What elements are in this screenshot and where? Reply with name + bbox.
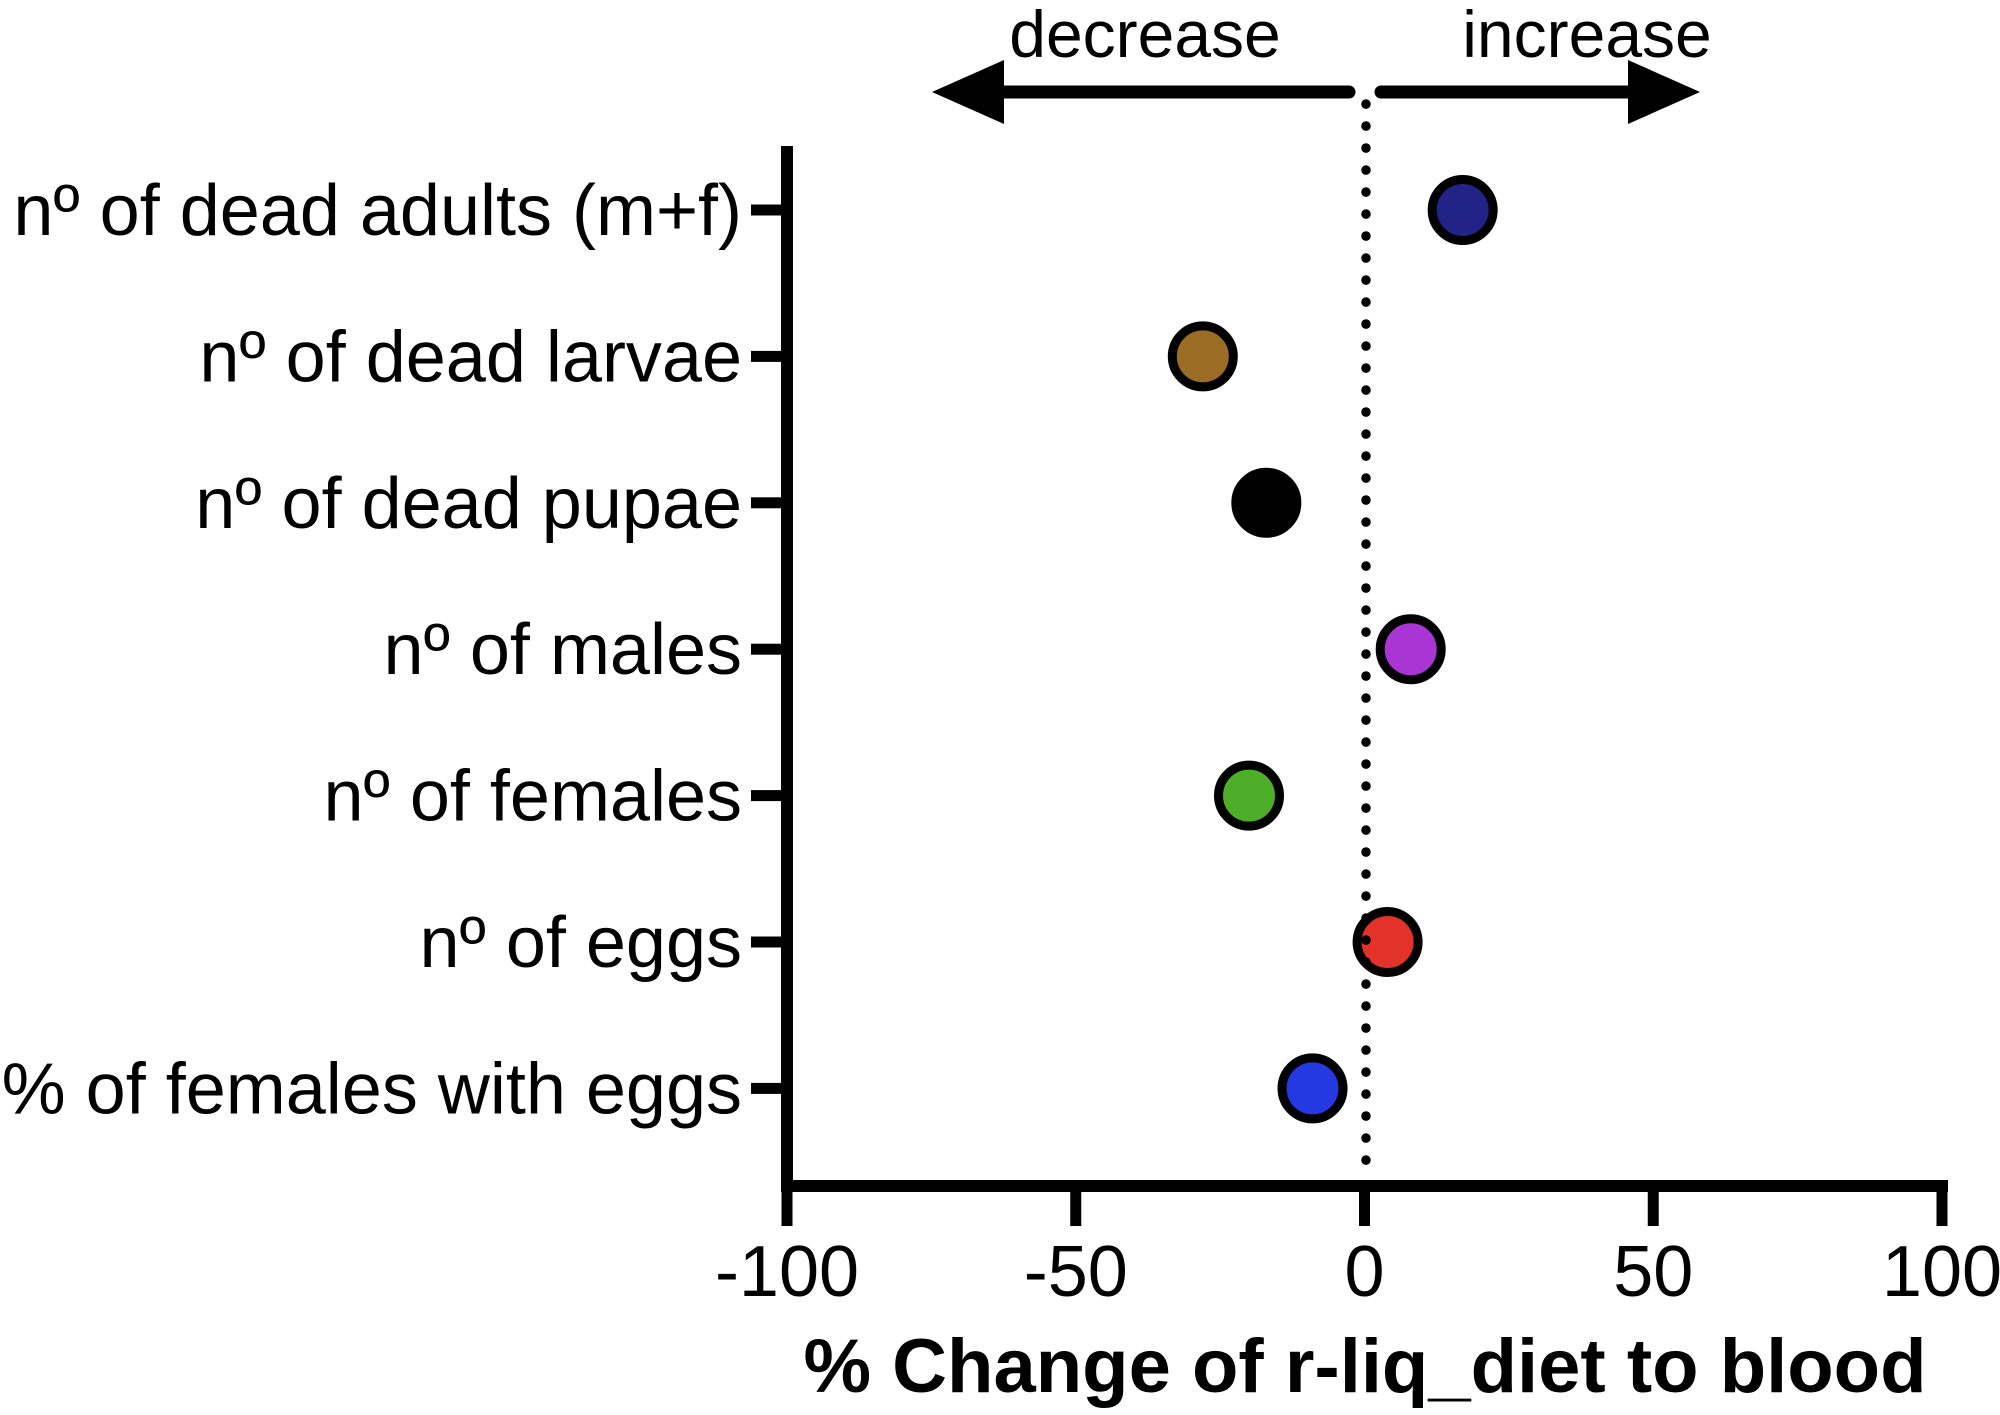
x-tick-label: 100 xyxy=(1882,1232,2000,1312)
data-point xyxy=(1375,614,1446,685)
data-point xyxy=(1214,760,1284,831)
x-tick-mark xyxy=(1936,1192,1948,1226)
y-tick-mark xyxy=(751,350,781,362)
category-label: nº of dead pupae xyxy=(195,464,742,544)
y-tick-mark xyxy=(751,790,781,802)
y-tick-mark xyxy=(751,497,781,509)
y-tick-mark xyxy=(751,643,781,655)
y-tick-mark xyxy=(751,204,781,216)
x-tick-label: 50 xyxy=(1613,1232,1693,1312)
y-tick-mark xyxy=(751,936,781,948)
data-point xyxy=(1277,1053,1348,1124)
decrease-label: decrease xyxy=(1009,0,1281,71)
category-label: nº of dead adults (m+f) xyxy=(13,171,742,251)
x-tick-mark xyxy=(1070,1192,1082,1226)
x-tick-label: -50 xyxy=(1024,1232,1128,1312)
x-axis-line xyxy=(781,1180,1948,1192)
data-point xyxy=(1167,321,1238,392)
category-rows: nº of dead adults (m+f) nº of dead larvae… xyxy=(2,171,1498,1129)
category-label: nº of eggs xyxy=(419,903,742,983)
axes xyxy=(781,146,1948,1192)
y-axis-spine xyxy=(781,146,793,1192)
category-label: nº of males xyxy=(384,610,742,690)
x-tick-mark xyxy=(781,1192,793,1226)
x-tick-label: -100 xyxy=(715,1232,859,1312)
y-tick-mark xyxy=(751,1082,781,1094)
data-point xyxy=(1427,175,1498,245)
x-axis-title: % Change of r-liq_diet to blood xyxy=(803,1324,1926,1409)
category-label: nº of females xyxy=(324,757,743,837)
direction-arrows: decrease increase xyxy=(932,0,1712,124)
x-axis-ticks: -100 -50 0 50 100 xyxy=(715,1192,2000,1312)
decrease-arrowhead-icon xyxy=(932,60,1004,124)
x-tick-mark xyxy=(1359,1192,1370,1226)
increase-arrowhead-icon xyxy=(1628,60,1700,124)
x-tick-label: 0 xyxy=(1344,1232,1384,1312)
increase-label: increase xyxy=(1462,0,1711,71)
data-point xyxy=(1231,467,1302,538)
category-label: % of females with eggs xyxy=(2,1049,742,1129)
x-tick-mark xyxy=(1647,1192,1659,1226)
data-point xyxy=(1352,907,1423,977)
category-label: nº of dead larvae xyxy=(199,317,742,397)
